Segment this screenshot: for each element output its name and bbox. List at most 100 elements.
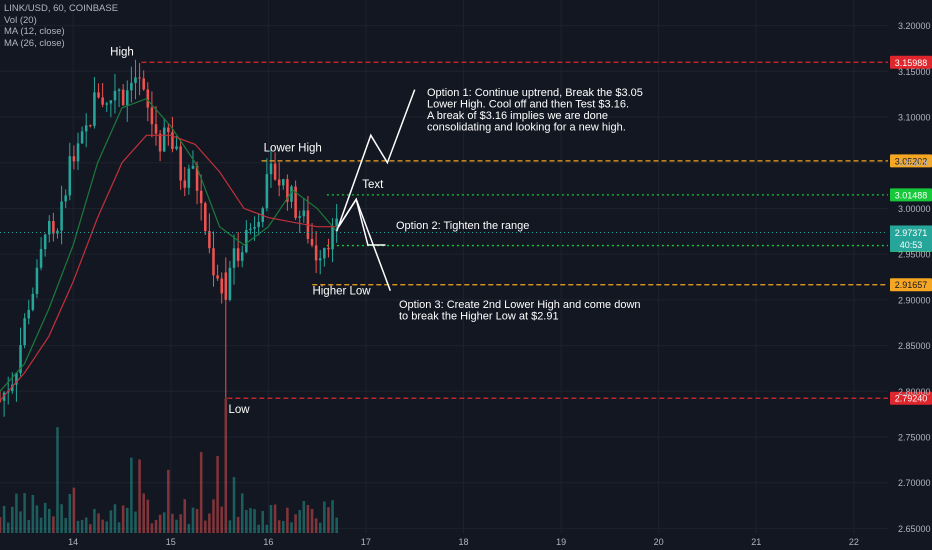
candle-body [162, 127, 166, 152]
volume-bar [261, 510, 265, 533]
candle-body [76, 143, 80, 162]
volume-bar [290, 522, 293, 533]
y-tick-label: 3.10000 [898, 113, 931, 123]
option1-text-line: A break of $3.16 implies we are done [427, 110, 608, 122]
volume-bar [105, 521, 109, 533]
volume-bar [27, 519, 31, 533]
candle-body [179, 146, 182, 181]
candle-body [277, 179, 281, 186]
candle-body [220, 278, 223, 294]
candle-body [298, 216, 301, 218]
indicator-ma26[interactable]: MA (26, close) [4, 37, 65, 49]
volume-bar [240, 493, 244, 533]
candles [0, 59, 338, 417]
volume-bar [331, 500, 334, 533]
candle-body [290, 186, 293, 202]
scenario-path-breakdown [337, 197, 392, 291]
volume-bar [327, 507, 330, 533]
volume-bar [89, 524, 92, 533]
candle-body [64, 195, 67, 202]
x-tick-label: 15 [166, 537, 176, 547]
price-level-tag [890, 188, 932, 202]
candle-body [286, 179, 289, 202]
candle-body [39, 249, 43, 268]
volume-bar [298, 510, 301, 533]
ma12-line [0, 97, 338, 392]
candle-body [158, 133, 162, 152]
candle-body [327, 247, 330, 250]
volume-bar [101, 519, 104, 533]
volume-bar [236, 516, 240, 533]
volume-bar [183, 499, 187, 533]
volume-bar [232, 477, 236, 533]
option1-text-line: Option 1: Continue uptrend, Break the $3… [427, 87, 643, 99]
candle-body [134, 77, 137, 83]
candle-body [335, 218, 338, 226]
volume-bar [47, 508, 51, 533]
volume-bar [0, 517, 2, 533]
volume-bar [60, 504, 63, 533]
candle-body [11, 384, 14, 391]
grid-lines [0, 0, 888, 533]
candle-body [93, 92, 96, 126]
x-tick-label: 22 [849, 537, 859, 547]
candle-body [183, 180, 187, 188]
indicator-volume[interactable]: Vol (20) [4, 14, 37, 26]
candle-body [72, 156, 76, 162]
countdown-label: 40:53 [900, 240, 923, 250]
volume-bar [282, 520, 285, 533]
volume-bar [273, 504, 277, 533]
candle-body [195, 165, 199, 191]
candle-body [314, 245, 318, 261]
x-tick-label: 18 [459, 537, 469, 547]
volume-bar [97, 513, 100, 533]
y-tick-label: 2.65000 [898, 524, 931, 534]
volume-bar [117, 522, 121, 533]
candle-body [15, 372, 18, 385]
volume-bar [72, 487, 76, 533]
price-level-tag [890, 278, 932, 292]
x-tick-label: 16 [263, 537, 273, 547]
volume-bar [212, 499, 215, 533]
volume-bar [15, 493, 18, 533]
candle-body [249, 228, 252, 230]
candle-body [121, 89, 125, 106]
candle-body [204, 203, 207, 232]
candle-body [167, 127, 170, 133]
volume-bar [121, 505, 125, 533]
volume-bar [306, 505, 310, 533]
candle-body [323, 247, 326, 259]
candle-body [228, 267, 232, 300]
y-tick-label: 3.20000 [898, 21, 931, 31]
volume-bar [126, 507, 129, 533]
volume-bar [314, 518, 318, 533]
price-level-label: 3.05202 [895, 156, 928, 166]
volume-bar [171, 513, 174, 533]
volume-bar [167, 469, 170, 533]
option3-text-line: to break the Higher Low at $2.91 [399, 311, 559, 323]
y-tick-label: 2.80000 [898, 387, 931, 397]
candle-body [232, 248, 236, 268]
volume-bars [0, 398, 338, 533]
indicator-ma12[interactable]: MA (12, close) [4, 26, 65, 37]
volume-bar [286, 507, 289, 533]
candle-body [253, 227, 256, 229]
volume-bar [195, 509, 199, 533]
candle-body [84, 125, 88, 132]
volume-bar [253, 509, 256, 533]
candle-body [269, 163, 273, 175]
option1-text-line: consolidating and looking for a new high… [427, 122, 626, 134]
y-tick-label: 2.85000 [898, 341, 931, 351]
volume-bar [93, 508, 96, 533]
volume-bar [52, 516, 55, 533]
x-tick-label: 21 [751, 537, 761, 547]
candle-body [245, 229, 248, 253]
label-high: High [110, 47, 134, 59]
option2-text: Option 2: Tighten the range [396, 220, 529, 232]
candle-body [27, 309, 31, 319]
y-tick-label: 2.75000 [898, 433, 931, 443]
label-higher-low: Higher Low [312, 286, 371, 298]
x-tick-label: 17 [361, 537, 371, 547]
volume-bar [158, 514, 162, 533]
